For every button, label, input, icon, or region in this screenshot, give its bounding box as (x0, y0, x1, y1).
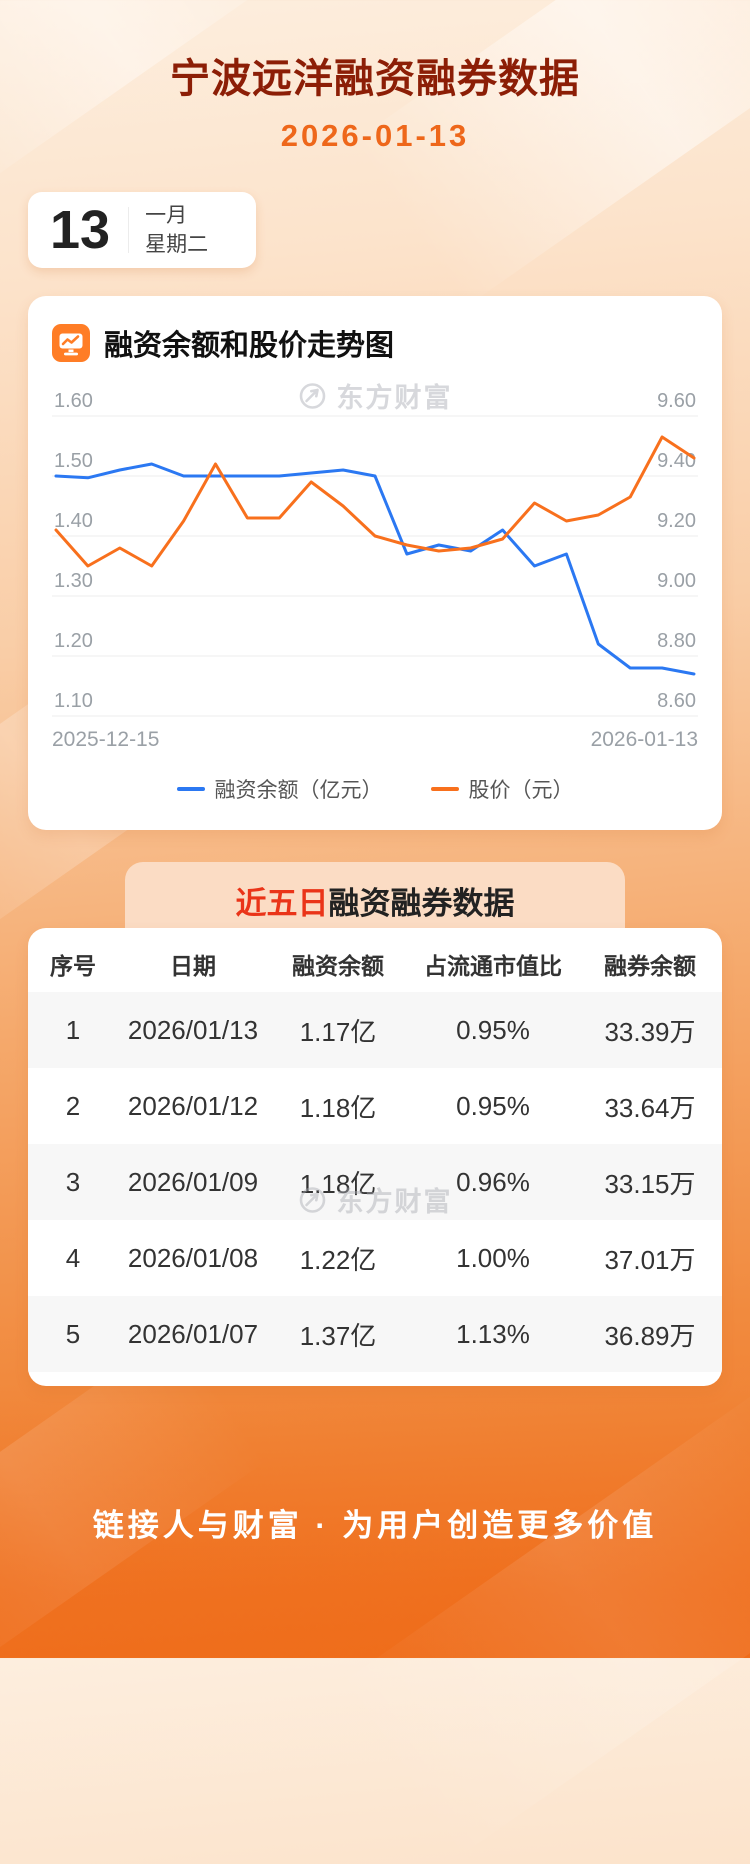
table-title-rest: 融资融券数据 (328, 886, 515, 921)
legend-swatch-blue (176, 787, 205, 791)
left-axis-tick: 1.20 (54, 630, 93, 652)
table-cell: 33.15万 (604, 1168, 696, 1199)
table-row: 2 2026/01/12 1.18亿 0.95% 33.64万 (28, 1068, 722, 1144)
table-cell: 0.95% (456, 1090, 530, 1121)
table-cell: 33.39万 (604, 1016, 696, 1047)
left-axis-tick: 1.60 (54, 390, 93, 412)
right-axis-tick: 9.00 (657, 570, 696, 592)
left-axis-tick: 1.10 (54, 690, 93, 712)
table-cell: 1.13% (456, 1318, 530, 1349)
calendar-month: 一月 (145, 204, 188, 227)
table-row: 4 2026/01/08 1.22亿 1.00% 37.01万 (28, 1220, 722, 1296)
watermark: 东方财富 (298, 376, 453, 415)
table-cell: 1.17亿 (299, 1016, 377, 1047)
table-cell: 1.18亿 (299, 1092, 377, 1123)
legend-swatch-orange (430, 787, 459, 791)
left-axis-tick: 1.30 (54, 570, 93, 592)
right-axis-tick: 8.60 (657, 690, 696, 712)
table-row: 1 2026/01/13 1.17亿 0.95% 33.39万 (28, 992, 722, 1068)
table-cell: 0.96% (456, 1166, 530, 1197)
legend-label: 股价（元） (468, 779, 574, 802)
legend-item-stock-price: 股价（元） (430, 774, 574, 804)
table-row: 3 2026/01/09 1.18亿 0.96% 33.15万 (28, 1144, 722, 1220)
calendar-weekday: 星期二 (145, 233, 209, 256)
chart-icon (52, 324, 90, 362)
five-day-table: 序号 日期 融资余额 占流通市值比 融券余额 1 2026/01/13 1.17亿 0.95%… (28, 936, 722, 1372)
left-axis-tick: 1.40 (54, 510, 93, 532)
right-axis-tick: 9.60 (657, 390, 696, 412)
table-title: 近五日融资融券数据 (236, 878, 515, 950)
calendar-day: 13 (50, 200, 111, 260)
table-cell: 3 (65, 1166, 81, 1197)
calendar-divider (128, 207, 130, 253)
table-cell: 1.00% (456, 1242, 530, 1273)
table-title-highlight: 近五日 (235, 886, 329, 921)
trend-chart-svg: 1.60 9.60 1.50 9.40 1.40 9.20 1.30 9.00 1.20 8.80… (52, 390, 698, 717)
legend-label: 融资余额（亿元） (214, 779, 383, 802)
eastmoney-logo-icon (299, 382, 326, 409)
table-cell: 0.95% (456, 1014, 530, 1045)
right-axis-tick: 8.80 (657, 630, 696, 652)
page-date: 2026-01-13 (280, 118, 470, 153)
chart-section-title: 融资余额和股价走势图 (104, 330, 395, 362)
chart-card: 融资余额和股价走势图 东方财富 1.60 9.60 1.50 9.40 1.40 9.20… (28, 296, 722, 830)
table-cell: 2026/01/08 (127, 1242, 259, 1273)
series-line (54, 435, 696, 568)
x-axis-start-label: 2025-12-15 (52, 728, 160, 751)
legend-item-margin-balance: 融资余额（亿元） (176, 774, 383, 804)
table-header-cell: 占流通市值比 (424, 953, 562, 979)
table-cell: 2 (65, 1090, 81, 1121)
x-axis-end-label: 2026-01-13 (590, 728, 698, 751)
watermark-text: 东方财富 (336, 383, 453, 413)
table-cell: 2026/01/12 (127, 1090, 259, 1121)
right-axis-tick: 9.20 (657, 510, 696, 532)
right-axis-tick: 9.40 (657, 450, 696, 472)
footer: 链接人与财富 · 为用户创造更多价值 (0, 1386, 750, 1658)
table-cell: 2026/01/13 (127, 1014, 259, 1045)
table-cell: 1 (65, 1014, 81, 1045)
table-cell: 33.64万 (604, 1092, 696, 1123)
left-axis-tick: 1.50 (54, 450, 93, 472)
table-cell: 37.01万 (604, 1244, 696, 1275)
table-card: 序号 日期 融资余额 占流通市值比 融券余额 1 2026/01/13 1.17亿 0.95%… (28, 928, 722, 1386)
footer-slogan: 链接人与财富 · 为用户创造更多价值 (92, 1507, 658, 1543)
table-cell: 1.37亿 (299, 1320, 377, 1351)
table-cell: 2026/01/07 (127, 1318, 259, 1349)
table-header-cell: 序号 (50, 953, 96, 979)
chart-legend: 融资余额（亿元） 股价（元） (52, 774, 698, 804)
five-day-table-section: 近五日融资融券数据 序号 日期 融资余额 占流通市值比 融券余额 1 2026/01/13… (0, 862, 750, 1386)
table-header-cell: 融资余额 (292, 953, 384, 979)
table-body: 1 2026/01/13 1.17亿 0.95% 33.39万 2 2026/01/12 1.… (28, 992, 722, 1372)
table-cell: 1.18亿 (299, 1168, 377, 1199)
table-header-cell: 融券余额 (604, 953, 696, 979)
table-cell: 5 (65, 1318, 81, 1349)
table-cell: 4 (65, 1242, 81, 1273)
table-header-row: 序号 日期 融资余额 占流通市值比 融券余额 (28, 936, 722, 992)
table-cell: 2026/01/09 (127, 1166, 259, 1197)
page-title: 宁波远洋融资融券数据 (170, 57, 580, 101)
table-cell: 36.89万 (604, 1320, 696, 1351)
table-cell: 1.22亿 (299, 1244, 377, 1275)
series-line (54, 462, 696, 676)
calendar-card: 13 一月 星期二 (28, 192, 256, 268)
table-header-cell: 日期 (170, 953, 216, 979)
table-row: 5 2026/01/07 1.37亿 1.13% 36.89万 (28, 1296, 722, 1372)
